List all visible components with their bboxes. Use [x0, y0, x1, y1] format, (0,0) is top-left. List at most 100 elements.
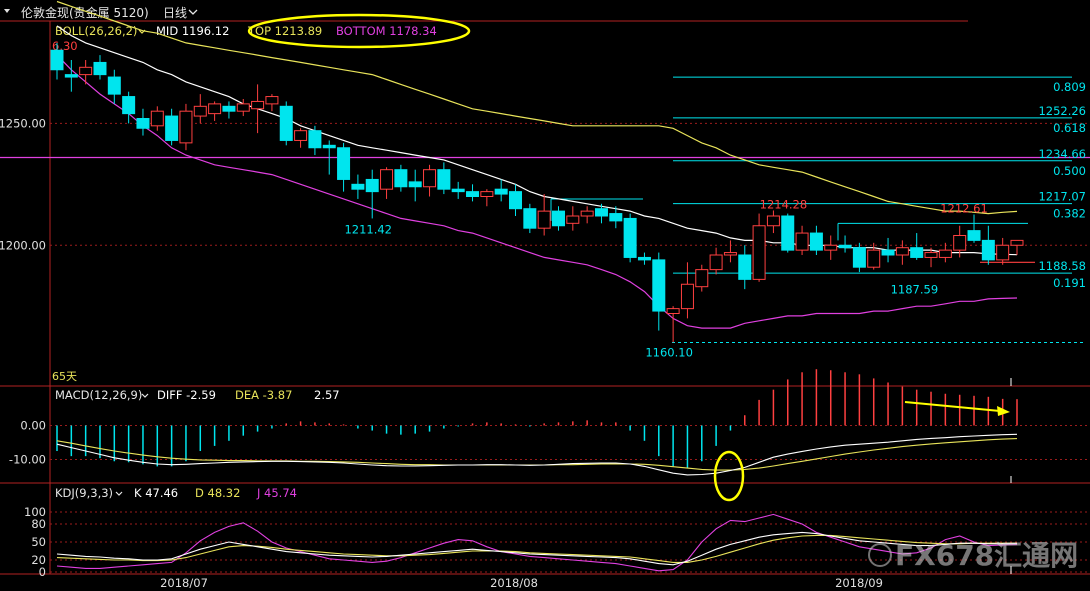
candle-body	[165, 115, 179, 141]
fib-ratio-label: 0.618	[1053, 121, 1086, 135]
candle-body	[193, 105, 207, 117]
kdj-axis-label: 0	[39, 565, 46, 579]
candle-body	[580, 210, 594, 217]
boll-bottom-value: BOTTOM 1178.34	[336, 24, 437, 38]
kdj-j-value: J 45.74	[256, 486, 297, 500]
boll-corner-value: 6.30	[52, 39, 78, 53]
period-chevron-down-icon[interactable]	[188, 9, 198, 15]
candle-body	[924, 252, 938, 258]
price-annotation: 1214.28	[760, 197, 808, 211]
candle-body	[609, 213, 623, 222]
price-annotation: 1212.61	[940, 202, 988, 216]
macd-dea-value: DEA -3.87	[235, 388, 292, 402]
macd-axis-label: 0.00	[20, 418, 46, 432]
candle-body	[322, 144, 336, 149]
candle-body	[752, 225, 766, 280]
boll-values-highlight-ellipse	[247, 13, 471, 49]
macd-legend: MACD(12,26,9) DIFF -2.59 DEA -3.87 2.57	[55, 388, 340, 402]
candle-body	[308, 130, 322, 149]
boll-top-value: TOP 1213.89	[247, 24, 322, 38]
fib-ratio-label: 0.382	[1053, 207, 1086, 221]
candle-body	[537, 210, 551, 229]
candle-body	[766, 215, 780, 227]
candle-body	[64, 74, 78, 78]
candle-body	[279, 105, 293, 141]
candle-body	[1010, 239, 1024, 246]
price-axis-label: 1250.00	[0, 116, 46, 130]
macd-diff-value: DIFF -2.59	[157, 388, 216, 402]
macd-label[interactable]: MACD(12,26,9)	[55, 388, 142, 402]
fib-ratio-label: 0.809	[1053, 80, 1086, 94]
boll-label[interactable]: BOLL(26,26,2)	[55, 24, 137, 38]
candle-body	[466, 191, 480, 197]
macd-hist-value: 2.57	[314, 388, 340, 402]
fib-price-label: 1188.58	[1038, 259, 1086, 273]
kdj-axis-label: 20	[31, 553, 46, 567]
candle-body	[179, 110, 193, 144]
kdj-legend: KDJ(9,3,3) K 47.46 D 48.32 J 45.74	[55, 486, 297, 500]
candle-body	[938, 249, 952, 258]
macd-chevron-down-icon[interactable]	[141, 393, 149, 398]
date-tick: 2018/08	[490, 576, 538, 590]
macd-crossover-highlight-ellipse	[713, 450, 745, 502]
candle-body	[480, 191, 494, 197]
candle-body	[408, 181, 422, 188]
date-tick: 2018/09	[835, 576, 883, 590]
kdj-chevron-down-icon[interactable]	[115, 491, 123, 496]
macd-axis-label: -10.00	[9, 453, 46, 467]
candle-body	[423, 169, 437, 188]
candle-body	[523, 208, 537, 229]
candle-body	[652, 259, 666, 312]
candle-body	[437, 169, 451, 190]
candle-body	[809, 232, 823, 251]
candle-body	[107, 76, 121, 95]
kdj-k-value: K 47.46	[134, 486, 178, 500]
candle-body	[824, 244, 838, 251]
candle-body	[136, 118, 150, 129]
watermark-logo-icon	[868, 543, 892, 567]
kdj-axis-label: 80	[31, 517, 46, 531]
title-dropdown-icon[interactable]	[4, 9, 10, 13]
candle-body	[294, 130, 308, 141]
boll-top-line	[56, 0, 1018, 215]
instrument-title[interactable]: 伦敦金现(贵金属 5120)	[21, 5, 149, 20]
candle-body	[623, 217, 637, 258]
candle-body	[394, 169, 408, 188]
boll-mid-value: MID 1196.12	[156, 24, 229, 38]
candle-body	[680, 283, 694, 310]
date-axis: 2018/07 2018/08 2018/09	[160, 576, 883, 590]
candle-body	[509, 191, 523, 210]
kdj-axis-label: 50	[31, 535, 46, 549]
candle-body	[251, 100, 265, 110]
candle-body	[967, 230, 981, 241]
trend-arrow-shaft	[904, 401, 1001, 412]
candle-body	[150, 110, 164, 127]
candle-body	[551, 210, 565, 227]
candle-body	[953, 235, 967, 251]
macd-diff-line	[56, 433, 1018, 476]
range-box-line	[550, 198, 643, 221]
candle-body	[695, 269, 709, 288]
price-annotation: 1160.10	[645, 346, 693, 360]
range-box-line	[837, 222, 1028, 241]
candle-body	[637, 256, 651, 261]
candle-body	[365, 178, 379, 193]
annotations	[713, 401, 1010, 502]
days-count-label: 65天	[52, 370, 77, 383]
candle-body	[666, 308, 680, 314]
price-annotation: 1211.42	[344, 222, 392, 236]
candle-body	[566, 215, 580, 224]
candle-body	[50, 49, 64, 71]
kdj-label[interactable]: KDJ(9,3,3)	[55, 486, 113, 500]
candle-body	[738, 254, 752, 280]
candle-body	[867, 249, 881, 268]
kdj-d-value: D 48.32	[195, 486, 240, 500]
candle-body	[838, 244, 852, 249]
watermark-text: FX678汇通网	[895, 539, 1078, 572]
candle-body	[337, 147, 351, 180]
chart-plot-layer: 1200.00 1250.00 0.809 0.618 0.500 0.382 0.191 1…	[0, 0, 1090, 579]
candle-body	[236, 103, 250, 112]
period-selector[interactable]: 日线	[163, 6, 187, 20]
